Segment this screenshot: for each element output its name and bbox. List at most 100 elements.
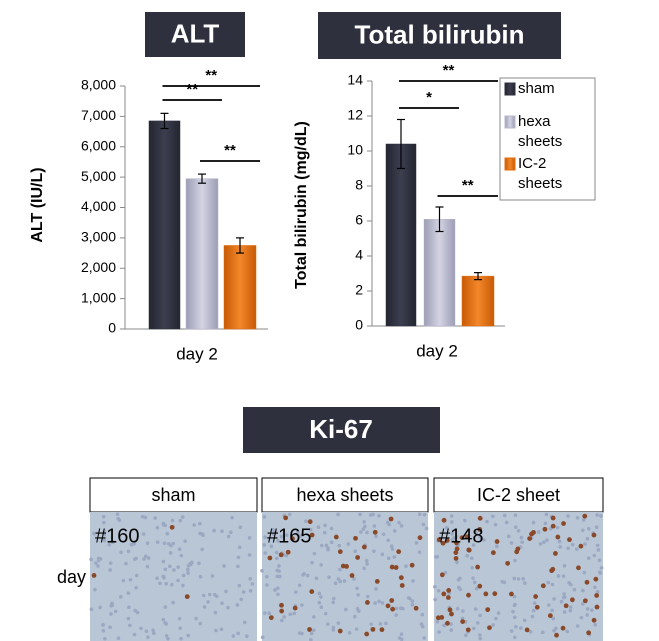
ki67-positive-nucleus	[361, 544, 367, 550]
nucleus	[161, 617, 166, 622]
ki67-positive-nucleus	[267, 555, 273, 561]
nucleus	[420, 624, 425, 629]
nucleus	[294, 590, 298, 594]
nucleus	[267, 611, 271, 616]
nucleus	[155, 525, 160, 530]
nucleus	[397, 636, 402, 640]
nucleus	[575, 624, 580, 628]
nucleus	[245, 634, 249, 639]
ki67-positive-nucleus	[591, 617, 597, 623]
nucleus	[310, 560, 314, 565]
nucleus	[511, 609, 515, 614]
ki67-positive-nucleus	[333, 534, 339, 540]
nucleus	[276, 538, 280, 543]
nucleus	[562, 563, 567, 568]
nucleus	[237, 583, 242, 588]
ki67-positive-nucleus	[353, 535, 358, 541]
nucleus	[583, 542, 587, 546]
nucleus	[201, 533, 205, 538]
ki67-positive-nucleus	[542, 526, 548, 532]
nucleus	[241, 590, 246, 594]
nucleus	[369, 622, 373, 626]
nucleus	[512, 615, 517, 620]
nucleus	[512, 594, 517, 599]
nucleus	[399, 524, 404, 528]
y-tick-label: 8,000	[81, 77, 116, 93]
nucleus	[372, 549, 376, 554]
nucleus	[561, 574, 566, 578]
nucleus	[170, 518, 175, 523]
ki67-positive-nucleus	[379, 627, 385, 633]
nucleus	[478, 633, 482, 637]
nucleus	[250, 582, 255, 586]
nucleus	[309, 638, 313, 641]
ki67-positive-nucleus	[441, 591, 447, 597]
nucleus	[543, 521, 548, 526]
ki67-positive-nucleus	[409, 562, 415, 568]
bar	[385, 143, 417, 327]
ki67-positive-nucleus	[349, 573, 355, 578]
ki67-positive-nucleus	[393, 565, 399, 570]
y-tick-label: 8	[355, 177, 363, 193]
nucleus	[168, 551, 173, 555]
ki67-positive-nucleus	[561, 521, 566, 526]
nucleus	[177, 616, 182, 621]
nucleus	[309, 631, 314, 636]
column-header-box	[433, 477, 604, 513]
nucleus	[520, 540, 524, 544]
nucleus	[119, 550, 123, 555]
nucleus	[394, 613, 398, 617]
ki67-positive-nucleus	[582, 513, 588, 519]
ki67-positive-nucleus	[524, 627, 530, 633]
nucleus	[495, 544, 499, 549]
ki67-positive-nucleus	[278, 552, 284, 558]
nucleus	[274, 550, 279, 555]
ki67-positive-nucleus	[453, 556, 459, 561]
nucleus	[333, 581, 338, 586]
title-box	[318, 12, 561, 59]
ki67-positive-nucleus	[492, 591, 498, 597]
nucleus	[377, 514, 381, 518]
ki67-positive-nucleus	[307, 519, 313, 525]
nucleus	[509, 629, 514, 633]
nucleus	[304, 519, 308, 524]
nucleus	[417, 550, 422, 555]
ki67-positive-nucleus	[485, 607, 491, 613]
nucleus	[338, 567, 342, 572]
nucleus	[213, 592, 217, 597]
ki67-positive-nucleus	[449, 611, 454, 617]
ki67-positive-nucleus	[91, 573, 97, 578]
nucleus	[540, 630, 545, 635]
ki67-positive-nucleus	[435, 615, 441, 621]
nucleus	[450, 532, 455, 536]
nucleus	[597, 558, 602, 563]
ki67-positive-nucleus	[505, 560, 511, 566]
column-header-box	[89, 477, 258, 513]
nucleus	[226, 534, 231, 539]
nucleus	[108, 625, 112, 630]
nucleus	[422, 512, 427, 517]
ki67-positive-nucleus	[439, 572, 445, 578]
ki67-positive-nucleus	[453, 550, 459, 556]
nucleus	[595, 513, 600, 517]
nucleus	[262, 515, 267, 519]
nucleus	[300, 603, 304, 607]
ki67-positive-nucleus	[307, 627, 312, 632]
nucleus	[242, 620, 247, 625]
nucleus	[181, 573, 186, 578]
nucleus	[494, 616, 498, 621]
nucleus	[236, 555, 241, 560]
nucleus	[326, 546, 330, 550]
nucleus	[151, 628, 155, 633]
nucleus	[342, 579, 347, 583]
nucleus	[126, 591, 131, 595]
x-tick-label: day 2	[176, 344, 218, 363]
nucleus	[214, 628, 218, 633]
nucleus	[145, 564, 150, 569]
nucleus	[389, 544, 394, 548]
nucleus	[222, 564, 226, 568]
nucleus	[198, 621, 203, 626]
ki67-positive-nucleus	[553, 551, 558, 556]
nucleus	[354, 627, 359, 631]
nucleus	[194, 616, 198, 621]
